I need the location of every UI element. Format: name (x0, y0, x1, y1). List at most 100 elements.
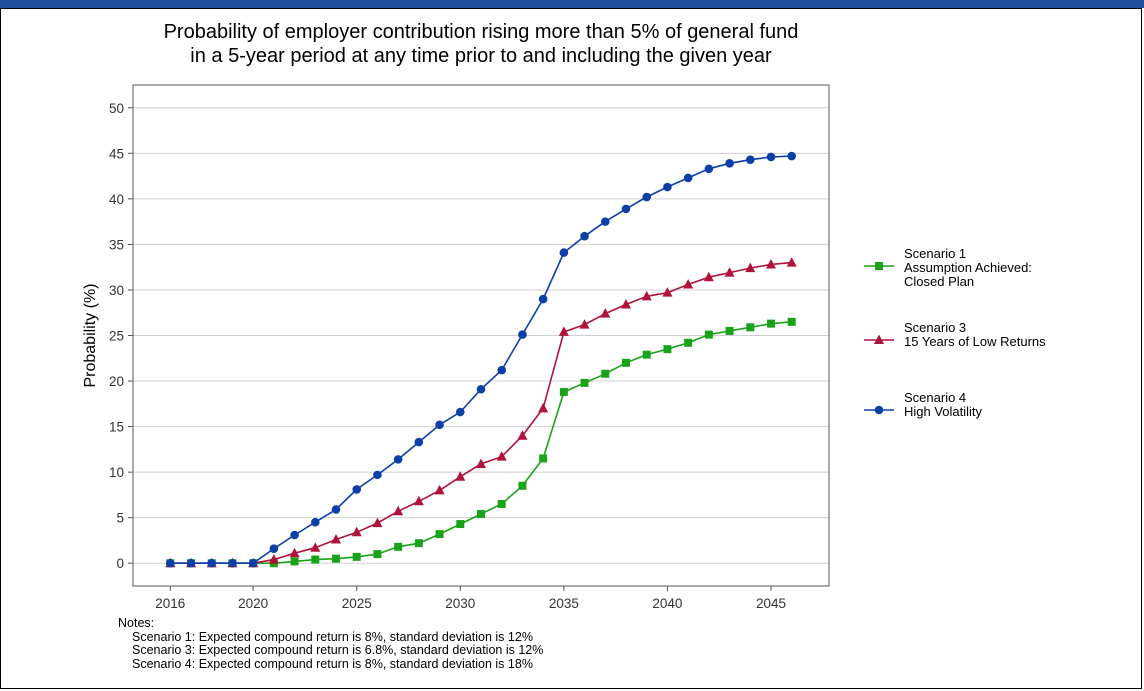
scenario-3-point-2039 (641, 290, 652, 301)
scenario-3-point-2042 (703, 271, 714, 282)
scenario-3-point-2046 (786, 257, 797, 267)
scenario-3-point-2024 (331, 534, 341, 544)
scenario-4-point-2041 (683, 173, 693, 183)
chart-title-line-2: in a 5-year period at any time prior to … (190, 45, 772, 67)
scenario-1-point-2035 (559, 387, 568, 396)
scenario-4-point-2028 (414, 437, 424, 447)
scenario-1-point-2022 (290, 557, 299, 566)
scenario-3-point-2038 (621, 299, 631, 309)
chart-notes: Notes: Scenario 1: Expected compound ret… (118, 616, 544, 671)
scenario-4-point-2035 (559, 248, 569, 257)
scenario-1-point-2029 (435, 530, 444, 539)
scenario-1-point-2031 (477, 510, 485, 519)
scenario-3-legend-text-2: 15 Years of Low Returns (904, 334, 1046, 349)
scenario-1-point-2038 (622, 358, 630, 367)
scenario-3-point-2031 (476, 458, 486, 468)
scenario-4-point-2033 (518, 330, 527, 339)
scenario-3-point-2027 (393, 505, 404, 516)
y-tick-label-20: 20 (109, 374, 124, 389)
y-tick-label-50: 50 (109, 101, 124, 116)
scenario-1-point-2032 (497, 500, 506, 509)
scenario-1-point-2023 (311, 555, 320, 564)
scenario-3-point-2043 (724, 267, 735, 277)
scenario-4-point-2025 (352, 485, 362, 494)
scenario-3-point-2029 (434, 484, 445, 495)
scenario-3-point-2023 (310, 542, 321, 552)
scenario-1-point-2039 (642, 350, 651, 359)
scenario-4-point-2036 (580, 231, 589, 241)
scenario-4-point-2046 (787, 151, 797, 161)
x-tick-label-2025: 2025 (342, 596, 372, 611)
y-tick-label-10: 10 (109, 465, 124, 480)
scenario-3-point-2037 (600, 308, 611, 318)
y-tick-label-30: 30 (109, 283, 124, 298)
scenario-1-point-2030 (456, 520, 465, 529)
scenario-4-line (170, 155, 792, 565)
x-tick-label-2035: 2035 (549, 596, 579, 611)
scenario-4-point-2016 (165, 558, 175, 568)
scenario-3-point-2025 (351, 526, 362, 537)
scenario-4-point-2044 (745, 155, 755, 164)
scenario-4-point-2026 (373, 470, 382, 480)
chart-title-line-1: Probability of employer contribution ris… (164, 21, 799, 43)
x-tick-label-2045: 2045 (756, 596, 786, 611)
scenario-3-point-2041 (683, 278, 694, 289)
note-scenario-1: Scenario 1: Expected compound return is … (132, 629, 533, 644)
note-scenario-3: Scenario 3: Expected compound return is … (132, 643, 544, 657)
scenario-4-point-2030 (455, 407, 465, 417)
top-bar (0, 0, 1144, 8)
plot-area-border (132, 84, 830, 587)
scenario-4-point-2038 (621, 204, 631, 214)
x-tick-label-2040: 2040 (652, 596, 682, 611)
scenario-3-point-2021 (268, 554, 279, 564)
scenario-4-point-2024 (331, 505, 341, 514)
scenario-1-point-2043 (725, 326, 734, 335)
scenario-3-point-2036 (579, 319, 590, 329)
scenario-3-point-2033 (517, 430, 528, 440)
scenario-1-point-2041 (684, 338, 693, 347)
scenario-4-point-2032 (497, 365, 507, 375)
y-tick-label-0: 0 (116, 556, 124, 571)
scenario-4-point-2017 (186, 558, 196, 568)
scenario-4-point-2022 (290, 530, 299, 540)
scenario-4-point-2042 (704, 164, 714, 174)
scenario-1-point-2025 (352, 552, 361, 561)
scenario-4-legend-text-1: Scenario 4 (904, 390, 966, 405)
scenario-1-point-2042 (704, 330, 713, 339)
y-tick-label-35: 35 (109, 237, 124, 252)
scenario-4-point-2020 (248, 558, 258, 568)
scenario-1-point-2028 (414, 539, 423, 548)
scenario-3-point-2044 (745, 262, 756, 273)
y-tick-label-40: 40 (109, 192, 124, 207)
scenario-3-legend-text-1: Scenario 3 (904, 320, 966, 335)
scenario-4-point-2034 (538, 294, 548, 304)
scenario-4-point-2037 (600, 217, 610, 226)
scenario-1-point-2027 (394, 542, 403, 551)
scenario-4-point-2045 (766, 152, 776, 162)
scenario-4-point-2029 (435, 420, 444, 430)
scenario-4-legend-marker (874, 405, 884, 415)
scenario-3-point-2034 (538, 402, 549, 413)
scenario-4-point-2043 (725, 159, 734, 168)
y-tick-label-15: 15 (109, 420, 124, 435)
scenario-4-point-2040 (663, 182, 672, 192)
scenario-1-point-2036 (580, 378, 589, 387)
scenario-3-point-2022 (289, 547, 300, 558)
scenario-3-point-2032 (496, 451, 507, 461)
y-tick-label-45: 45 (109, 146, 124, 161)
x-tick-label-2016: 2016 (155, 596, 185, 611)
scenario-4-point-2018 (207, 558, 217, 568)
y-tick-label-5: 5 (116, 511, 124, 526)
scenario-1-point-2034 (539, 454, 548, 463)
scenario-1-point-2024 (332, 554, 340, 563)
scenario-4-point-2027 (393, 455, 403, 464)
scenario-3-point-2026 (372, 517, 383, 528)
scenario-1-point-2045 (767, 319, 775, 328)
scenario-4-point-2023 (310, 517, 320, 527)
scenario-3-point-2030 (455, 471, 466, 481)
scenario-3-point-2040 (662, 287, 673, 297)
scenario-1-point-2037 (601, 369, 610, 378)
x-tick-label-2020: 2020 (238, 596, 268, 611)
scenario-1-point-2046 (787, 317, 796, 326)
